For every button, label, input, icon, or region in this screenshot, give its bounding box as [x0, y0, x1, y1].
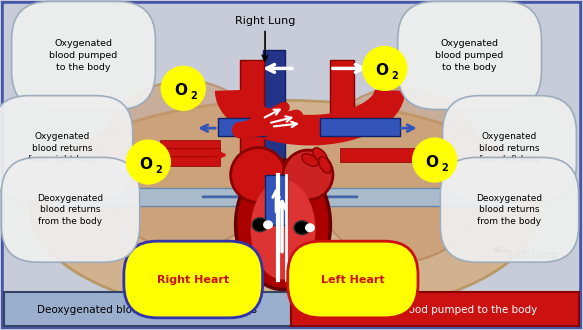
Bar: [265, 175, 287, 225]
Bar: [160, 156, 220, 166]
Text: O: O: [375, 63, 388, 78]
Text: Right Lung: Right Lung: [235, 16, 295, 26]
Text: O: O: [425, 154, 438, 170]
Bar: [295, 188, 514, 206]
Bar: [240, 60, 264, 160]
Text: Deoxygenated blood pumped to the lungs: Deoxygenated blood pumped to the lungs: [37, 305, 257, 315]
Ellipse shape: [319, 157, 331, 173]
Ellipse shape: [251, 180, 315, 280]
Text: 2: 2: [441, 163, 448, 173]
Ellipse shape: [263, 220, 273, 229]
Text: 2: 2: [155, 165, 161, 175]
Circle shape: [127, 140, 170, 184]
Circle shape: [161, 66, 205, 110]
Ellipse shape: [302, 154, 318, 166]
Bar: [218, 118, 266, 136]
Text: 2: 2: [391, 71, 398, 82]
Text: Deoxygenated
blood returns
from the body: Deoxygenated blood returns from the body: [476, 193, 543, 226]
Ellipse shape: [312, 88, 487, 262]
Bar: [291, 292, 580, 326]
Ellipse shape: [236, 160, 331, 289]
Circle shape: [413, 138, 456, 182]
Ellipse shape: [252, 218, 268, 232]
Ellipse shape: [283, 150, 333, 200]
Circle shape: [363, 47, 407, 90]
Text: Oxygenated
blood returns
from left lung: Oxygenated blood returns from left lung: [479, 132, 540, 164]
Text: Deoxygenated
blood returns
from the body: Deoxygenated blood returns from the body: [37, 193, 104, 226]
Bar: [320, 118, 400, 136]
Text: Oxygenated blood pumped to the body: Oxygenated blood pumped to the body: [332, 305, 538, 315]
Bar: [330, 60, 354, 130]
Text: Oxygenated
blood returns
from right lung: Oxygenated blood returns from right lung: [29, 132, 97, 164]
Ellipse shape: [31, 100, 539, 319]
Text: Left Lung: Left Lung: [510, 249, 558, 260]
Ellipse shape: [312, 148, 327, 162]
Ellipse shape: [98, 81, 272, 249]
Bar: [51, 188, 265, 206]
Bar: [160, 140, 220, 150]
Ellipse shape: [231, 148, 286, 202]
Text: Oxygenated
blood pumped
to the body: Oxygenated blood pumped to the body: [436, 39, 504, 72]
Text: 2: 2: [190, 91, 196, 101]
Text: Oxygenated
blood pumped
to the body: Oxygenated blood pumped to the body: [50, 39, 118, 72]
Bar: [3, 292, 291, 326]
Bar: [263, 50, 285, 180]
Text: O: O: [174, 83, 187, 98]
Text: O: O: [139, 156, 152, 172]
Text: Right Heart: Right Heart: [157, 275, 229, 284]
Bar: [263, 195, 285, 284]
Bar: [160, 148, 220, 158]
Text: Left Heart: Left Heart: [321, 275, 385, 284]
Bar: [340, 148, 430, 162]
Ellipse shape: [305, 223, 315, 232]
Ellipse shape: [294, 221, 310, 235]
